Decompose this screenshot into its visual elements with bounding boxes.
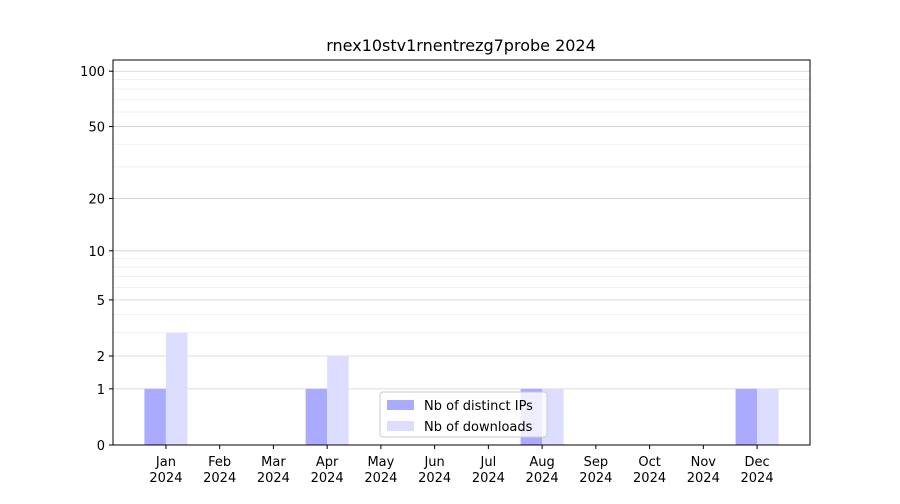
chart-title: rnex10stv1rnentrezg7probe 2024 bbox=[326, 36, 596, 55]
x-tick-label: Dec 2024 bbox=[741, 455, 774, 486]
y-tick-label: 5 bbox=[97, 294, 105, 309]
x-tick-label: Oct 2024 bbox=[633, 455, 666, 486]
legend-label: Nb of downloads bbox=[424, 420, 533, 435]
x-tick-label: Nov 2024 bbox=[687, 455, 720, 486]
x-tick-label: Jan 2024 bbox=[149, 455, 182, 486]
bar bbox=[165, 332, 188, 445]
x-tick-label: Jul 2024 bbox=[472, 455, 505, 486]
bar bbox=[305, 388, 328, 445]
x-tick-label: Mar 2024 bbox=[257, 455, 290, 486]
y-tick-label: 2 bbox=[97, 350, 105, 365]
x-tick-label: Jun 2024 bbox=[418, 455, 451, 486]
y-tick-label: 20 bbox=[88, 192, 105, 207]
bar bbox=[327, 356, 349, 445]
x-tick-label: Sep 2024 bbox=[579, 455, 612, 486]
bar bbox=[144, 388, 166, 445]
x-tick-label: Aug 2024 bbox=[526, 455, 559, 486]
y-tick-label: 100 bbox=[80, 65, 105, 80]
legend-label: Nb of distinct IPs bbox=[424, 399, 533, 414]
x-tick-label: May 2024 bbox=[364, 455, 397, 486]
legend-swatch bbox=[387, 400, 414, 410]
bar bbox=[735, 388, 758, 445]
y-tick-label: 50 bbox=[88, 121, 105, 136]
bar bbox=[757, 388, 779, 445]
legend-swatch bbox=[387, 421, 414, 431]
y-tick-label: 1 bbox=[97, 383, 105, 398]
x-tick-label: Feb 2024 bbox=[203, 455, 236, 486]
y-tick-label: 10 bbox=[88, 245, 105, 260]
legend-box bbox=[379, 391, 548, 438]
plot-frame bbox=[112, 59, 811, 446]
x-tick-label: Apr 2024 bbox=[311, 455, 344, 486]
y-tick-label: 0 bbox=[97, 439, 105, 454]
